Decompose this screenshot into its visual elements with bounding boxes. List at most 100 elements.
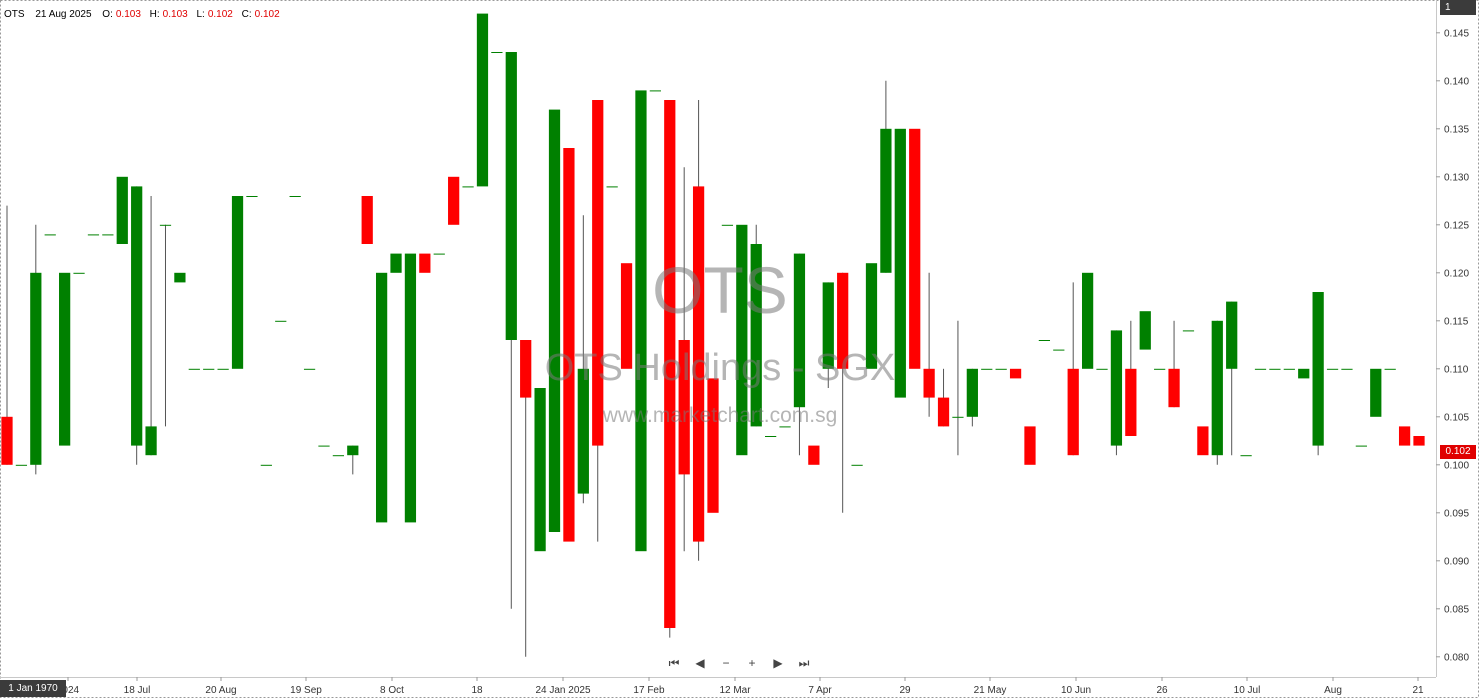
candle-body[interactable] xyxy=(880,128,892,273)
candle-body[interactable] xyxy=(707,378,719,513)
candle-body[interactable] xyxy=(750,244,762,427)
candle-body[interactable] xyxy=(649,90,661,92)
candle-body[interactable] xyxy=(736,224,748,456)
candle-body[interactable] xyxy=(606,186,618,188)
candle-body[interactable] xyxy=(217,368,229,370)
candle-body[interactable] xyxy=(15,464,28,466)
candle-body[interactable] xyxy=(433,253,445,255)
candle-body[interactable] xyxy=(44,234,56,236)
candle-body[interactable] xyxy=(231,196,244,369)
interval-badge[interactable]: 1 xyxy=(1440,0,1476,15)
candle-body[interactable] xyxy=(1081,272,1094,369)
candle-body[interactable] xyxy=(909,128,921,369)
candle-body[interactable] xyxy=(779,426,791,428)
candle-body[interactable] xyxy=(476,13,489,187)
candle-body[interactable] xyxy=(793,253,806,408)
candle-body[interactable] xyxy=(1096,368,1108,370)
candle-body[interactable] xyxy=(1053,349,1065,351)
candle-body[interactable] xyxy=(419,253,431,273)
scroll-left-icon[interactable]: ◀ xyxy=(695,656,705,670)
candle-body[interactable] xyxy=(1370,368,1382,417)
go-last-icon[interactable]: ⏭ xyxy=(798,656,810,670)
candle-body[interactable] xyxy=(865,263,878,369)
candle-body[interactable] xyxy=(448,176,460,225)
candle-body[interactable] xyxy=(692,186,705,542)
candle-body[interactable] xyxy=(246,196,258,197)
candle-body[interactable] xyxy=(505,52,517,340)
candle-body[interactable] xyxy=(1341,368,1353,370)
candle-body[interactable] xyxy=(664,100,676,628)
candle-body[interactable] xyxy=(1413,436,1425,446)
candle-body[interactable] xyxy=(1298,368,1310,379)
candle-body[interactable] xyxy=(375,272,388,523)
candle-body[interactable] xyxy=(462,186,474,188)
zoom-out-icon[interactable]: − xyxy=(722,656,730,670)
candle-body[interactable] xyxy=(577,368,589,494)
candle-body[interactable] xyxy=(1312,292,1324,446)
candle-body[interactable] xyxy=(1125,368,1137,436)
candle-body[interactable] xyxy=(318,445,330,447)
candle-body[interactable] xyxy=(894,128,906,398)
candle-body[interactable] xyxy=(1269,368,1281,370)
candle-body[interactable] xyxy=(1168,368,1180,408)
candle-body[interactable] xyxy=(491,52,503,53)
candle-body[interactable] xyxy=(923,368,935,398)
candle-body[interactable] xyxy=(822,282,834,369)
candle-body[interactable] xyxy=(1110,330,1123,446)
candle-body[interactable] xyxy=(1384,368,1396,370)
candle-body[interactable] xyxy=(837,272,849,369)
candle-body[interactable] xyxy=(1,416,13,465)
candle-body[interactable] xyxy=(303,368,316,370)
candle-body[interactable] xyxy=(563,148,575,542)
candle-body[interactable] xyxy=(1182,330,1195,332)
candle-body[interactable] xyxy=(1326,368,1339,370)
candle-body[interactable] xyxy=(73,272,85,274)
candle-body[interactable] xyxy=(520,340,532,398)
candle-body[interactable] xyxy=(721,224,734,226)
candle-body[interactable] xyxy=(1398,426,1411,446)
zoom-in-icon[interactable]: + xyxy=(748,656,756,670)
candle-body[interactable] xyxy=(620,263,633,369)
candle-body[interactable] xyxy=(937,397,950,427)
candle-body[interactable] xyxy=(1197,426,1209,456)
candle-body[interactable] xyxy=(952,416,964,418)
go-first-icon[interactable]: ⏮ xyxy=(668,656,680,670)
candle-body[interactable] xyxy=(1211,320,1223,456)
candle-body[interactable] xyxy=(361,196,373,244)
candle-body[interactable] xyxy=(1024,426,1036,465)
candle-body[interactable] xyxy=(188,368,200,370)
candle-body[interactable] xyxy=(87,234,100,236)
candle-body[interactable] xyxy=(1009,368,1022,379)
candle-body[interactable] xyxy=(347,445,359,456)
candle-body[interactable] xyxy=(116,176,128,244)
candle-body[interactable] xyxy=(30,272,42,465)
candle-body[interactable] xyxy=(390,253,402,273)
candle-body[interactable] xyxy=(765,436,777,437)
candle-body[interactable] xyxy=(174,272,186,283)
candle-body[interactable] xyxy=(59,272,71,446)
candle-body[interactable] xyxy=(851,464,863,466)
candle-body[interactable] xyxy=(592,100,604,446)
candle-body[interactable] xyxy=(635,90,647,552)
candle-body[interactable] xyxy=(332,455,345,457)
candle-body[interactable] xyxy=(678,340,690,475)
candle-body[interactable] xyxy=(1240,455,1252,457)
candle-body[interactable] xyxy=(808,445,820,465)
candle-body[interactable] xyxy=(404,253,417,523)
candle-body[interactable] xyxy=(203,368,215,370)
scroll-right-icon[interactable]: ▶ xyxy=(773,656,783,670)
candle-body[interactable] xyxy=(145,426,157,456)
candle-body[interactable] xyxy=(1283,368,1295,370)
candle-body[interactable] xyxy=(1154,368,1166,370)
candle-body[interactable] xyxy=(1254,368,1267,370)
candle-body[interactable] xyxy=(1139,311,1151,350)
candle-body[interactable] xyxy=(260,464,272,466)
candle-body[interactable] xyxy=(534,388,546,552)
candle-body[interactable] xyxy=(159,224,172,226)
candle-body[interactable] xyxy=(995,368,1007,370)
candle-body[interactable] xyxy=(548,109,561,532)
candle-body[interactable] xyxy=(1067,368,1079,456)
candle-body[interactable] xyxy=(966,368,978,417)
